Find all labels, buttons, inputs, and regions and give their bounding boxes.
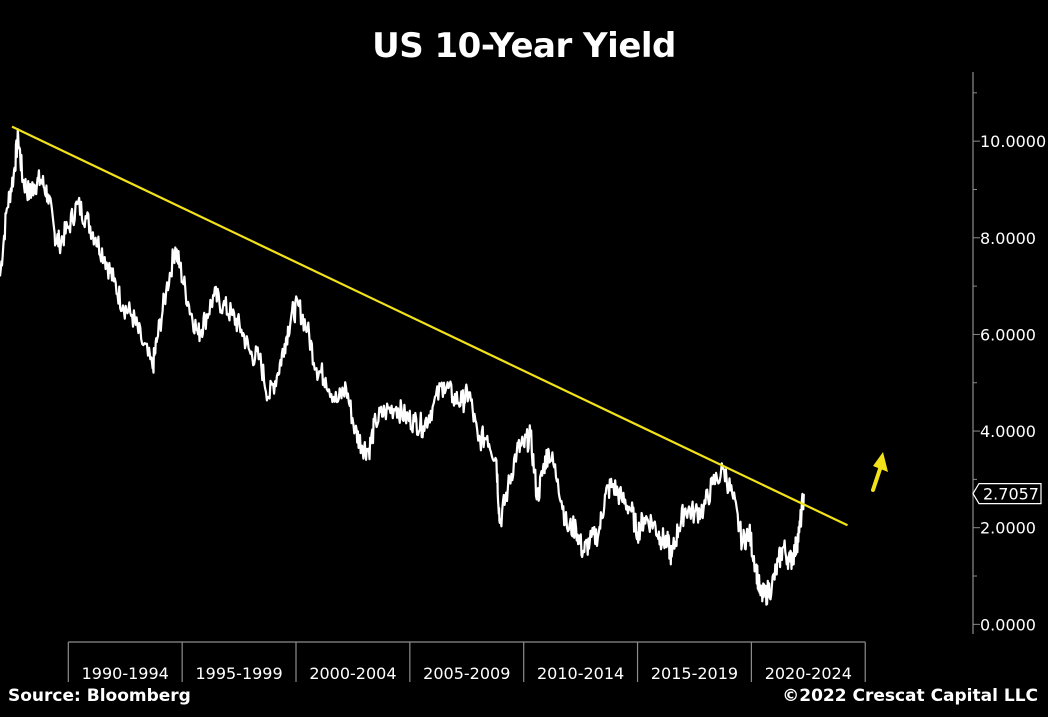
copyright-note: ©2022 Crescat Capital LLC [782, 686, 1038, 706]
last-value-label: 2.7057 [983, 485, 1039, 504]
annotations [871, 452, 888, 492]
trendline [11, 125, 848, 527]
y-tick-label: 6.0000 [980, 325, 1036, 344]
arrow-shaft [871, 464, 883, 492]
y-tick-label: 8.0000 [980, 229, 1036, 248]
x-tick-label: 1990-1994 [82, 664, 169, 683]
source-note: Source: Bloomberg [8, 686, 191, 706]
arrow-head [873, 452, 888, 472]
x-tick-label: 2000-2004 [309, 664, 396, 683]
yield-series-line [0, 128, 805, 606]
y-tick-label: 2.0000 [980, 519, 1036, 538]
y-tick-label: 0.0000 [980, 615, 1036, 634]
y-tick-label: 4.0000 [980, 422, 1036, 441]
x-tick-label: 2010-2014 [537, 664, 624, 683]
up-arrow-icon [871, 452, 888, 492]
x-tick-label: 2015-2019 [651, 664, 738, 683]
plot-area [0, 125, 848, 606]
y-tick-label: 10.0000 [980, 132, 1046, 151]
axes: 0.0000 2.0000 4.0000 6.0000 8.0000 10.0000 2.7… [67, 72, 1046, 683]
chart-title: US 10-Year Yield [372, 26, 676, 66]
x-tick-label: 2020-2024 [765, 664, 852, 683]
last-value-box [972, 483, 1042, 505]
x-tick-label: 1995-1999 [195, 664, 282, 683]
x-tick-label: 2005-2009 [423, 664, 510, 683]
